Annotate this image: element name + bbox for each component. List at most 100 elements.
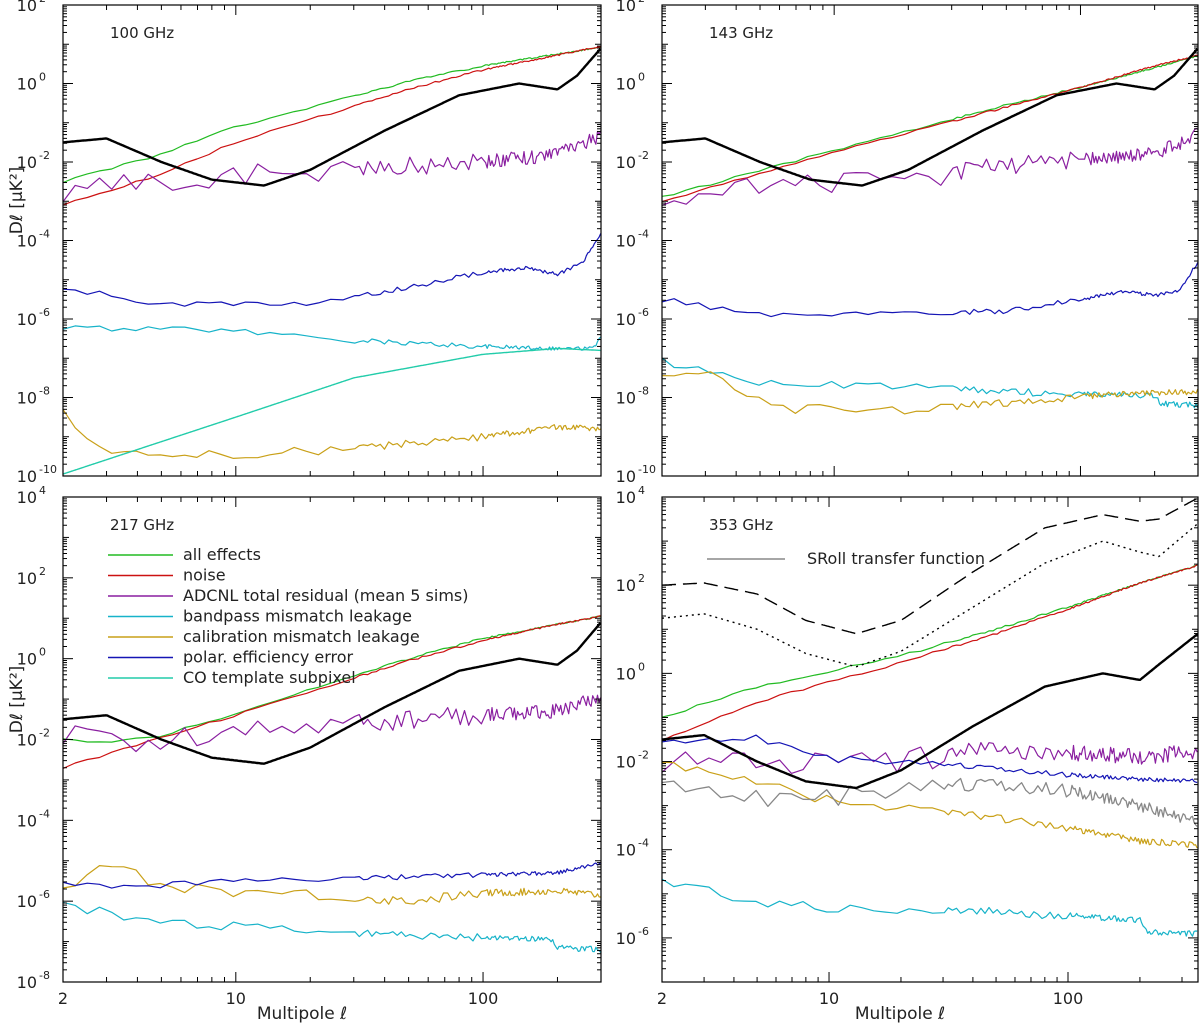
y-tick-exponent: -2: [638, 149, 649, 162]
series-noise: [662, 54, 1198, 203]
panel-title: 100 GHz: [110, 24, 174, 42]
legend-label: SRoll transfer function: [807, 549, 985, 568]
series-adcnl-total-residual-mean-5-sims-: [662, 742, 1198, 774]
series-transfer-function: [63, 48, 601, 187]
y-tick-exponent: -4: [39, 228, 50, 241]
y-tick-exponent: -8: [39, 969, 50, 982]
series-bandpass-mismatch-leakage: [63, 901, 601, 953]
y-tick-exponent: -6: [39, 888, 50, 901]
y-tick-exponent: 2: [39, 565, 46, 578]
series-co-template-subpixel: [63, 347, 601, 475]
y-tick-label: 10: [17, 650, 37, 669]
legend-label: ADCNL total residual (mean 5 sims): [183, 586, 468, 605]
y-tick-exponent: 0: [39, 646, 46, 659]
y-tick-exponent: -6: [638, 306, 649, 319]
y-tick-exponent: -4: [39, 807, 50, 820]
y-tick-label: 10: [17, 389, 37, 408]
y-tick-label: 10: [17, 811, 37, 830]
series-calibration-mismatch-leakage: [63, 865, 601, 905]
x-tick-label: 10: [226, 989, 246, 1008]
y-tick-exponent: 4: [638, 484, 645, 497]
series-polar-efficiency-error: [662, 734, 1198, 784]
y-tick-label: 10: [616, 75, 636, 94]
y-tick-label: 10: [17, 75, 37, 94]
legend-label: bandpass mismatch leakage: [183, 607, 412, 626]
series-group: [662, 48, 1198, 415]
series-calibration-mismatch-leakage: [662, 761, 1198, 849]
y-axis-title: Dℓ [μK²]: [7, 167, 27, 235]
y-tick-label: 10: [616, 0, 636, 15]
series-transfer-function: [662, 48, 1198, 187]
y-tick-exponent: 0: [638, 71, 645, 84]
series-dotted: [662, 522, 1198, 668]
series-bandpass-mismatch-leakage: [63, 325, 601, 351]
y-tick-label: 10: [17, 232, 37, 251]
y-tick-exponent: 0: [39, 71, 46, 84]
y-tick-label: 10: [17, 467, 37, 486]
series-all-effects: [63, 615, 601, 743]
y-tick-exponent: -2: [39, 149, 50, 162]
y-tick-label: 10: [616, 467, 636, 486]
x-tick-label: 100: [468, 989, 499, 1008]
series-bandpass-mismatch-leakage: [662, 878, 1198, 937]
legend-label: noise: [183, 566, 226, 585]
y-tick-exponent: -8: [638, 385, 649, 398]
y-tick-exponent: 0: [638, 660, 645, 673]
plot-frame: [62, 496, 602, 983]
series-noise: [63, 45, 601, 206]
series-adcnl-total-residual-mean-5-sims-: [63, 694, 601, 753]
series-noise: [63, 615, 601, 770]
series-calibration-mismatch-leakage: [63, 409, 601, 459]
y-tick-label: 10: [17, 569, 37, 588]
x-tick-label: 2: [657, 989, 667, 1008]
y-tick-exponent: -4: [638, 228, 649, 241]
y-tick-label: 10: [616, 929, 636, 948]
series-adcnl-total-residual-mean-5-sims-: [63, 130, 601, 203]
y-tick-label: 10: [616, 310, 636, 329]
y-tick-label: 10: [17, 973, 37, 992]
y-tick-label: 10: [616, 841, 636, 860]
series-calibration-mismatch-leakage: [662, 371, 1198, 415]
y-tick-exponent: -6: [638, 925, 649, 938]
y-tick-label: 10: [616, 232, 636, 251]
series-bandpass-mismatch-leakage: [662, 357, 1198, 409]
y-tick-label: 10: [616, 153, 636, 172]
panel-title: 217 GHz: [110, 516, 174, 534]
y-tick-exponent: 2: [638, 572, 645, 585]
y-tick-label: 10: [616, 389, 636, 408]
legend-label: all effects: [183, 545, 261, 564]
series-group: [63, 45, 601, 475]
y-tick-exponent: -6: [39, 306, 50, 319]
y-tick-exponent: -4: [638, 837, 649, 850]
y-tick-exponent: 4: [39, 484, 46, 497]
legend-label: CO template subpixel: [183, 668, 356, 687]
series-polar-efficiency-error: [63, 862, 601, 889]
y-tick-label: 10: [616, 576, 636, 595]
y-tick-label: 10: [616, 664, 636, 683]
panel-title: 353 GHz: [709, 516, 773, 534]
series-sroll-transfer-function: [662, 777, 1198, 827]
y-tick-exponent: 2: [39, 0, 46, 5]
x-axis-title: Multipole ℓ: [855, 1004, 945, 1024]
series-transfer-function: [662, 632, 1198, 790]
y-tick-exponent: -2: [39, 727, 50, 740]
y-axis-title: Dℓ [μK²]: [7, 666, 27, 734]
x-tick-label: 2: [58, 989, 68, 1008]
series-dashed: [662, 497, 1198, 635]
y-tick-label: 10: [17, 892, 37, 911]
y-tick-exponent: -2: [638, 749, 649, 762]
series-transfer-function: [63, 622, 601, 765]
x-axis-title: Multipole ℓ: [257, 1004, 347, 1024]
plot-frame: [62, 4, 602, 477]
series-polar-efficiency-error: [662, 262, 1198, 318]
panel-title: 143 GHz: [709, 24, 773, 42]
plot-frame: [661, 4, 1199, 477]
y-tick-label: 10: [17, 731, 37, 750]
series-polar-efficiency-error: [63, 233, 601, 307]
legend-label: polar. efficiency error: [183, 648, 354, 667]
y-tick-label: 10: [17, 310, 37, 329]
